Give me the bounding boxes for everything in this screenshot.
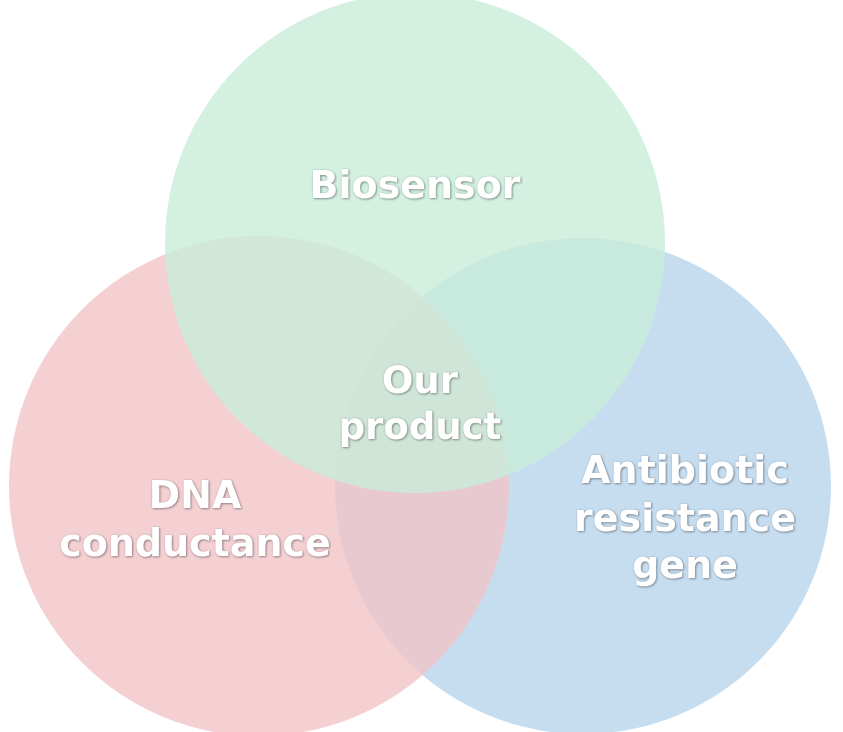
label-antibiotic-line-1: Antibiotic: [581, 448, 789, 492]
label-antibiotic-resistance-gene: Antibiotic resistance gene: [540, 447, 830, 590]
label-center-line-1: Our: [381, 359, 459, 402]
label-our-product: Our product: [320, 358, 520, 451]
label-biosensor: Biosensor: [265, 162, 565, 210]
label-biosensor-line: Biosensor: [309, 163, 521, 207]
label-dna-line-2: conductance: [59, 520, 331, 565]
circle-biosensor: [165, 0, 665, 493]
label-dna-line-1: DNA: [148, 473, 242, 517]
label-antibiotic-line-3: gene: [632, 543, 738, 587]
label-dna-conductance: DNA conductance: [40, 472, 350, 567]
label-center-line-2: product: [338, 405, 502, 449]
label-antibiotic-line-2: resistance: [574, 495, 796, 540]
